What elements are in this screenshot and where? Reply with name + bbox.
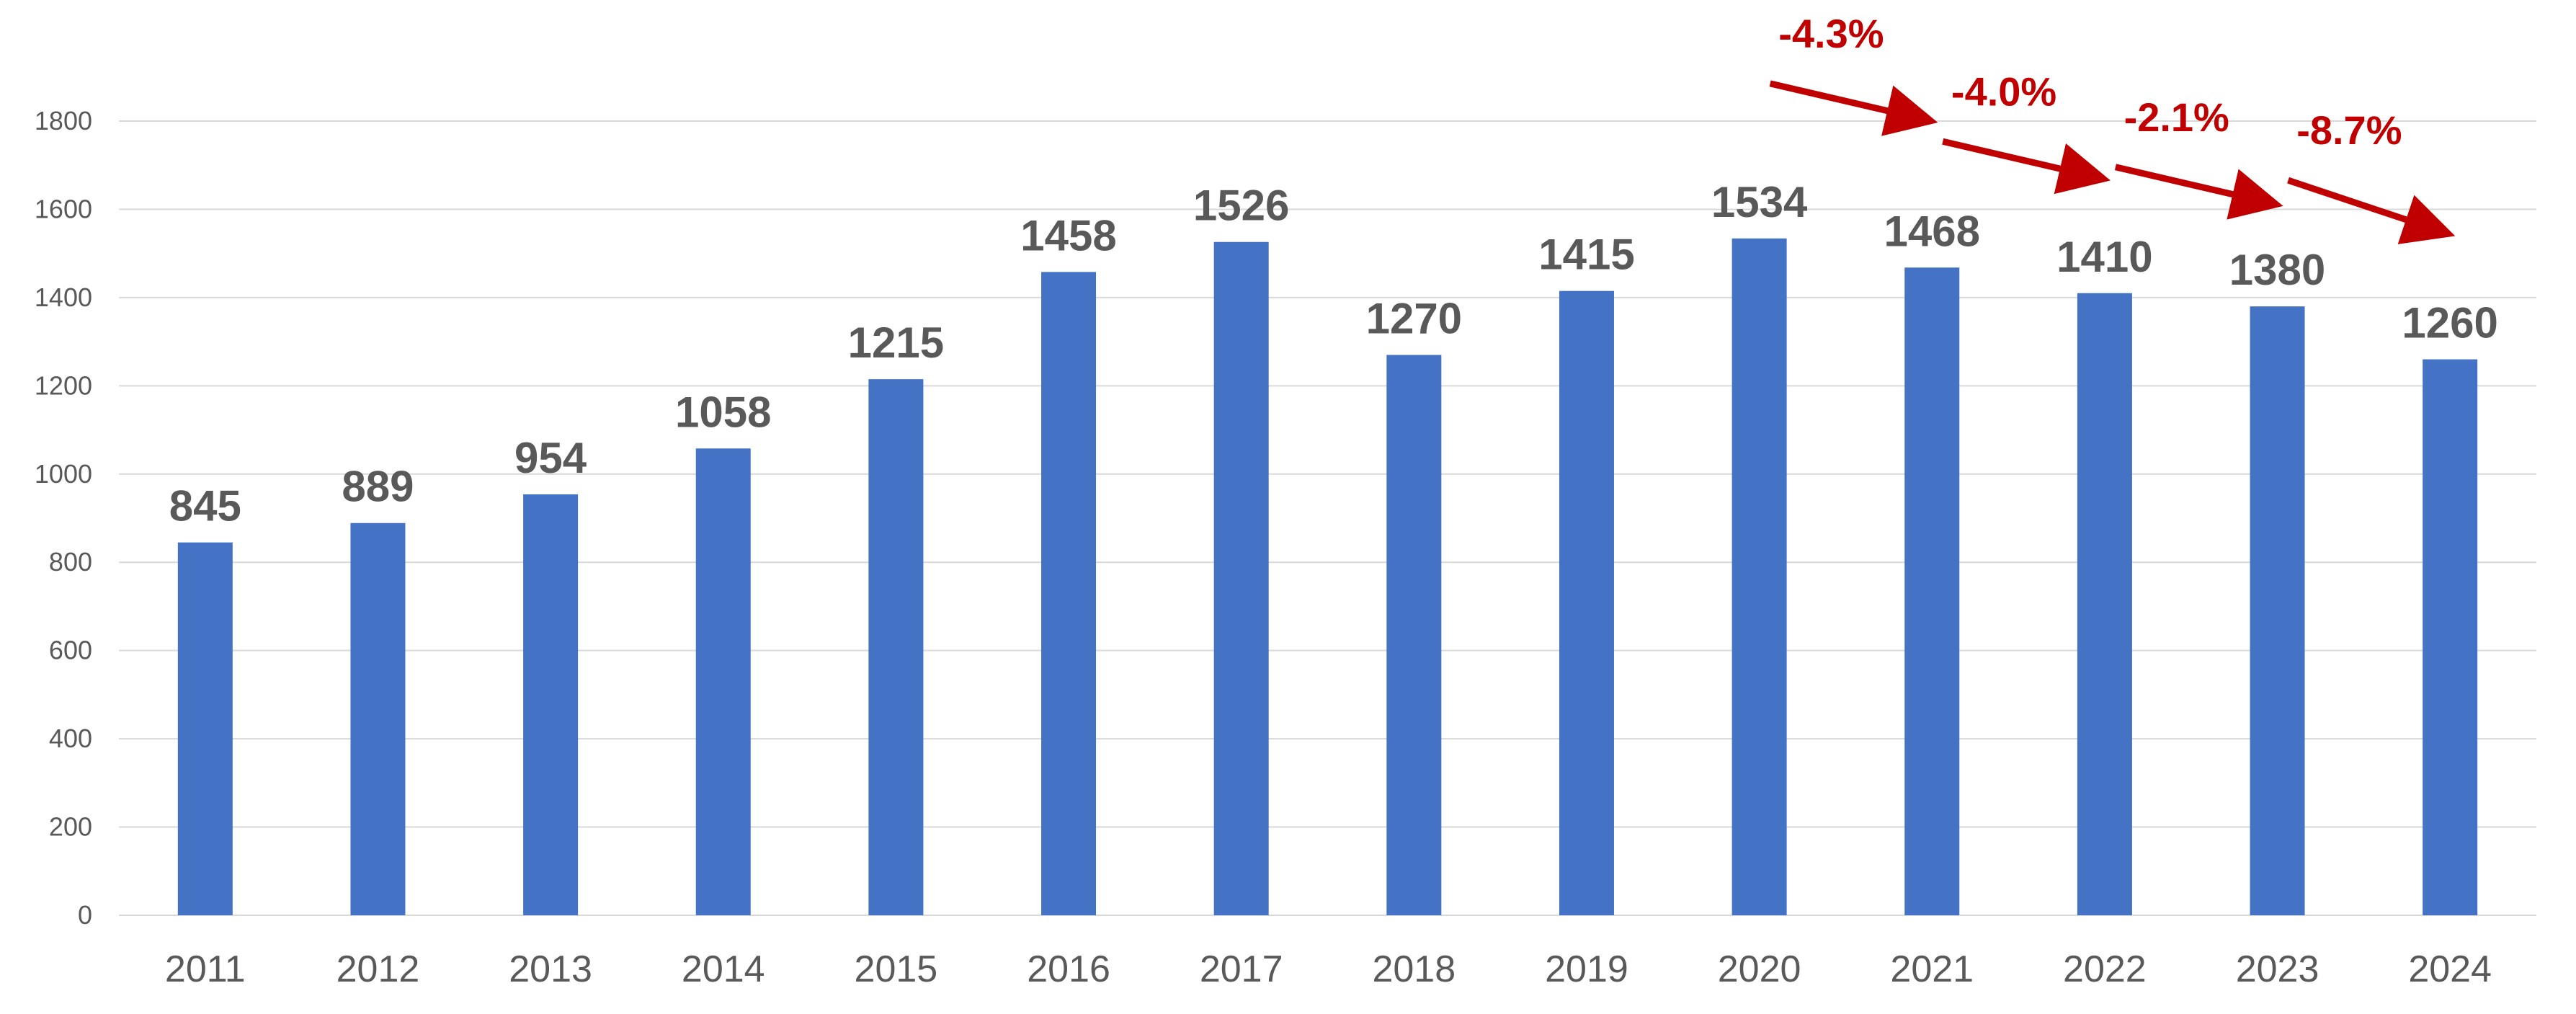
x-tick-label-2012: 2012 [337,948,420,990]
y-tick-label: 400 [49,724,92,753]
y-tick-label: 1400 [35,283,92,312]
change-arrow-2022 [1942,138,2111,195]
data-label-2013: 954 [514,434,587,482]
bar-2022 [2077,293,2132,915]
bar-2021 [1904,267,1960,915]
y-tick-label: 1200 [35,370,92,400]
y-tick-label: 1000 [35,459,92,489]
x-tick-label-2015: 2015 [855,948,938,990]
x-tick-label-2022: 2022 [2063,948,2147,990]
annotations: -4.3% -4.0% -2.1% -8.7% [1769,11,2456,244]
data-label-2012: 889 [342,463,414,511]
y-tick-label: 800 [49,547,92,577]
bar-2016 [1041,272,1097,915]
bar-2019 [1559,290,1614,915]
data-label-2022: 1410 [2056,233,2152,281]
data-label-2011: 845 [169,482,241,530]
x-tick-label-2019: 2019 [1545,948,1628,990]
bar-2020 [1732,238,1787,916]
bar-2017 [1213,241,1269,915]
x-tick-label-2011: 2011 [165,948,246,990]
x-tick-label-2018: 2018 [1372,948,1456,990]
gridlines [119,120,2536,916]
x-tick-label-2017: 2017 [1200,948,1283,990]
data-label-2016: 1458 [1020,211,1116,259]
bar-2023 [2250,306,2305,916]
y-tick-label: 1800 [35,106,92,135]
x-tick-label-2023: 2023 [2236,948,2319,990]
data-label-2014: 1058 [675,388,771,436]
bar-2015 [868,379,924,915]
data-label-2023: 1380 [2229,246,2325,294]
x-axis-ticks: 2011 2012 2013 2014 2015 2016 2017 2018 2019 2020… [165,948,2492,990]
bars [177,238,2478,916]
x-tick-label-2024: 2024 [2408,948,2492,990]
y-axis-ticks: 0 200 400 600 800 1000 1200 1400 1600 1800 [35,106,92,930]
bar-2012 [350,522,406,915]
data-labels: 845 889 954 1058 1215 1458 1526 1270 1415 1534 146… [169,178,2498,530]
bar-2011 [177,542,233,915]
bar-2013 [523,494,579,915]
data-label-2020: 1534 [1711,178,1808,226]
y-tick-label: 0 [78,900,92,930]
bar-2014 [695,448,751,915]
x-tick-label-2021: 2021 [1890,948,1974,990]
change-label-2023: -2.1% [2124,94,2229,140]
x-tick-label-2014: 2014 [682,948,765,990]
x-tick-label-2013: 2013 [509,948,592,990]
data-label-2018: 1270 [1366,294,1462,342]
y-tick-label: 600 [49,636,92,665]
data-label-2024: 1260 [2402,299,2497,347]
x-tick-label-2016: 2016 [1027,948,1110,990]
bar-2024 [2423,359,2478,916]
y-tick-label: 200 [49,812,92,842]
y-tick-label: 1600 [35,194,92,223]
data-label-2015: 1215 [848,319,944,367]
data-label-2021: 1468 [1884,207,1980,255]
data-label-2019: 1415 [1538,231,1634,279]
change-arrow-2021 [1769,80,1938,136]
change-arrow-2023 [2114,164,2283,220]
bar-2018 [1386,355,1442,915]
change-label-2024: -8.7% [2296,107,2402,153]
change-arrow-2024 [2287,177,2456,244]
change-label-2021: -4.3% [1778,11,1884,56]
x-tick-label-2020: 2020 [1718,948,1801,990]
data-label-2017: 1526 [1193,182,1289,230]
change-label-2022: -4.0% [1951,68,2056,114]
